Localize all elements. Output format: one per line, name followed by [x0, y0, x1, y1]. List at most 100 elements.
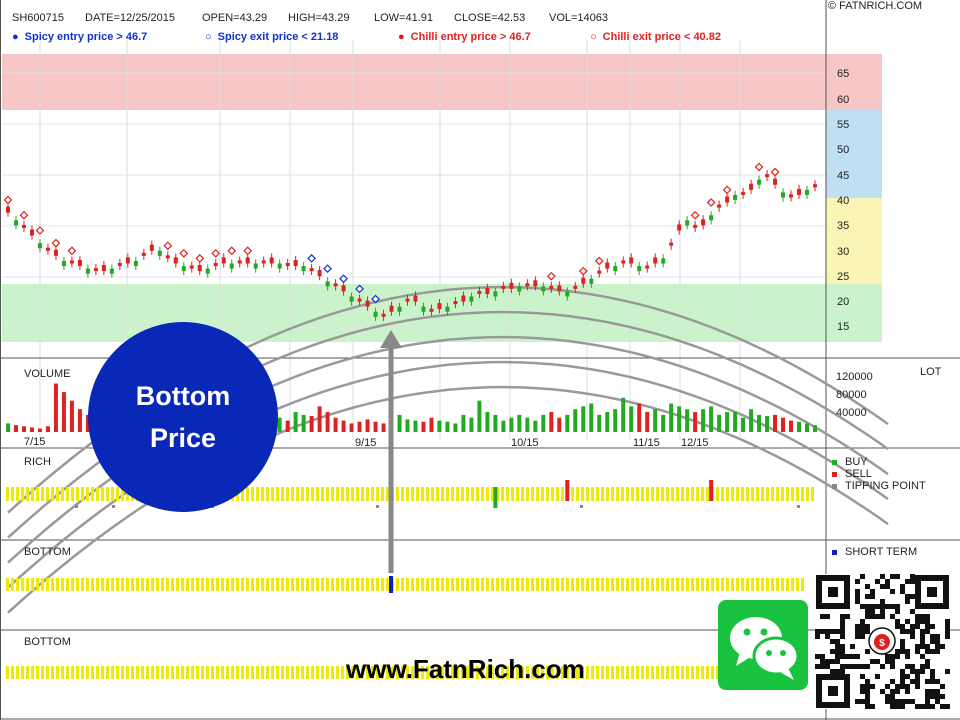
candle-body: [573, 285, 578, 289]
bottom-tick: [246, 578, 249, 591]
bottom-tick: [191, 578, 194, 591]
volume-bar: [293, 412, 298, 432]
bottom-tick: [191, 666, 194, 679]
rich-tick: [546, 487, 549, 501]
qr-module: [900, 674, 905, 679]
rich-tick: [66, 487, 69, 501]
qr-module: [915, 624, 920, 629]
qr-module: [900, 684, 905, 689]
volume-bar: [445, 421, 450, 432]
chilli-exit-marker: [690, 210, 700, 220]
qr-module: [930, 634, 935, 639]
bottom-tick: [241, 666, 244, 679]
bottom-tick: [226, 578, 229, 591]
qr-module: [910, 634, 915, 639]
rich-tick: [661, 487, 664, 501]
qr-module: [865, 699, 870, 704]
candle-body: [629, 257, 634, 264]
qr-module: [900, 629, 905, 634]
tipping-point-marker: [376, 505, 379, 508]
bottom-tick: [131, 666, 134, 679]
qr-module: [915, 669, 920, 674]
qr-module: [915, 614, 920, 619]
qr-module: [895, 704, 900, 709]
rich-tick: [686, 487, 689, 501]
qr-module: [895, 574, 900, 579]
bottom-arrow: [380, 330, 402, 573]
rich-tick: [626, 487, 629, 501]
rich-tick: [416, 487, 419, 501]
qr-module: [815, 654, 820, 659]
candle-body: [53, 249, 58, 256]
bottom-tick: [711, 666, 714, 679]
rich-tick: [411, 487, 414, 501]
bottom-tick: [611, 578, 614, 591]
volume-bar: [397, 414, 402, 432]
buy-swatch-icon: [832, 459, 837, 465]
bottom-tick: [426, 666, 429, 679]
price-tick: 25: [837, 271, 850, 283]
volume-bar: [285, 420, 290, 432]
rich-tick: [291, 487, 294, 501]
qr-module: [935, 639, 940, 644]
candle-body: [309, 268, 314, 272]
rich-tick: [111, 487, 114, 501]
bottom-tick: [566, 578, 569, 591]
bottom-tick: [666, 578, 669, 591]
bottom-tick: [476, 578, 479, 591]
qr-module: [830, 669, 835, 674]
bottom-tick: [266, 578, 269, 591]
volume-bar: [749, 409, 754, 432]
rich-tick: [41, 487, 44, 501]
bottom-tick: [311, 578, 314, 591]
qr-module: [830, 639, 835, 644]
qr-module: [930, 639, 935, 644]
candle-body: [605, 262, 610, 269]
bottom-tick: [566, 666, 569, 679]
rich-tick: [531, 487, 534, 501]
rich-tick: [541, 487, 544, 501]
chat-app-logo[interactable]: [718, 600, 808, 690]
bottom-tick: [126, 666, 129, 679]
chilli-exit-marker: [770, 167, 780, 177]
qr-module: [840, 629, 845, 634]
qr-module: [885, 684, 890, 689]
rich-tick: [641, 487, 644, 501]
bottom-tick: [71, 578, 74, 591]
bottom-tick: [76, 578, 79, 591]
bottom-tick: [71, 666, 74, 679]
website-url[interactable]: www.FatnRich.com: [346, 654, 585, 684]
bottom-tick: [336, 578, 339, 591]
rich-tick: [651, 487, 654, 501]
candle-body: [117, 262, 122, 267]
rich-tick: [261, 487, 264, 501]
qr-module: [945, 704, 950, 709]
bottom-tick: [116, 578, 119, 591]
volume-bar: [805, 423, 810, 432]
bottom-tick: [621, 666, 624, 679]
bottom-tick: [416, 666, 419, 679]
rich-tick: [31, 487, 34, 501]
rich-tick: [471, 487, 474, 501]
qr-module: [815, 664, 820, 669]
bottom-tick: [211, 578, 214, 591]
bottom-tick: [26, 578, 29, 591]
rich-tick: [571, 487, 574, 501]
bottom-tick: [466, 578, 469, 591]
rich-legend-tipping: TIPPING POINT: [832, 480, 926, 492]
candle-body: [717, 204, 722, 208]
candle-body: [597, 270, 602, 274]
bottom-tick: [166, 666, 169, 679]
bottom-tick: [456, 666, 459, 679]
tipping-point-marker: [797, 505, 800, 508]
qr-module: [840, 619, 845, 624]
rich-tick: [386, 487, 389, 501]
rich-tick: [306, 487, 309, 501]
qr-module: [925, 624, 930, 629]
tipping-point-marker: [112, 505, 115, 508]
bottom-tick: [171, 666, 174, 679]
qr-module: [915, 619, 920, 624]
low-label: LOW=41.91: [374, 12, 434, 24]
candle-body: [269, 257, 274, 264]
qr-module: [820, 629, 825, 634]
